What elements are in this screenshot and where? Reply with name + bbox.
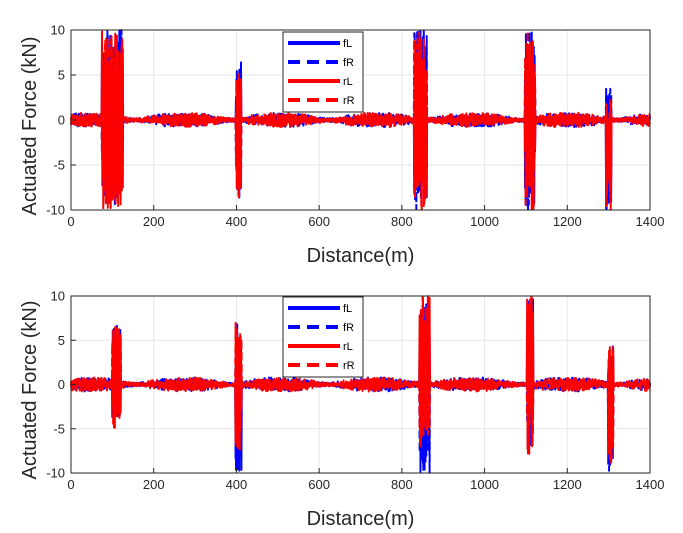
- y-tick-label: 10: [51, 23, 65, 38]
- top-x-axis-label: Distance(m): [307, 245, 415, 267]
- top-legend-label-rr: rR: [343, 95, 355, 107]
- y-tick-label: 5: [58, 68, 65, 83]
- top-legend-label-rl: rL: [343, 76, 353, 88]
- top-axis-ticks: 0 200 400 600 800 1000 1200 1400 -10 -5 0 5 10: [46, 23, 664, 230]
- x-tick-label: 600: [308, 477, 330, 492]
- top-y-axis-label: Actuated Force (kN): [19, 37, 41, 216]
- x-tick-label: 800: [391, 477, 413, 492]
- series-line-rr: [70, 29, 651, 211]
- bottom-legend: fL fR rL rR: [282, 296, 364, 378]
- x-tick-label: 400: [226, 214, 248, 229]
- bottom-y-axis-label: Actuated Force (kN): [19, 301, 41, 480]
- top-legend-label-fl: fL: [343, 38, 352, 50]
- y-tick-label: 5: [58, 333, 65, 348]
- bottom-plot-lines: [70, 295, 651, 474]
- x-tick-label: 600: [308, 214, 330, 229]
- x-tick-label: 1000: [470, 477, 499, 492]
- x-tick-label: 0: [67, 477, 74, 492]
- bottom-x-axis-label: Distance(m): [307, 508, 415, 530]
- x-tick-label: 1000: [470, 214, 499, 229]
- bottom-legend-label-fr: fR: [343, 322, 354, 334]
- x-tick-label: 1400: [636, 477, 665, 492]
- x-tick-label: 400: [226, 477, 248, 492]
- series-line-rr: [70, 296, 651, 460]
- bottom-plot-panel: 0 200 400 600 800 1000 1200 1400 -10 -5 0 5 10 Dista…: [19, 289, 664, 531]
- x-tick-label: 200: [143, 477, 165, 492]
- x-tick-label: 800: [391, 214, 413, 229]
- bottom-legend-label-rl: rL: [343, 341, 353, 353]
- y-tick-label: -5: [53, 421, 65, 436]
- x-tick-label: 1400: [636, 214, 665, 229]
- x-tick-label: 1200: [553, 214, 582, 229]
- top-plot-panel: 0 200 400 600 800 1000 1200 1400 -10 -5 0 5 10 Dista…: [19, 23, 664, 268]
- y-tick-label: -5: [53, 158, 65, 173]
- x-tick-label: 200: [143, 214, 165, 229]
- bottom-axis-ticks: 0 200 400 600 800 1000 1200 1400 -10 -5 0 5 10: [46, 289, 664, 493]
- bottom-legend-label-fl: fL: [343, 303, 352, 315]
- x-tick-label: 0: [67, 214, 74, 229]
- x-tick-label: 1200: [553, 477, 582, 492]
- bottom-legend-label-rr: rR: [343, 360, 355, 372]
- top-legend-label-fr: fR: [343, 57, 354, 69]
- y-tick-label: 10: [51, 289, 65, 304]
- y-tick-label: -10: [46, 466, 65, 481]
- y-tick-label: 0: [58, 113, 65, 128]
- y-tick-label: -10: [46, 203, 65, 218]
- top-plot-lines: [70, 29, 651, 211]
- y-tick-label: 0: [58, 377, 65, 392]
- top-legend: fL fR rL rR: [282, 31, 364, 113]
